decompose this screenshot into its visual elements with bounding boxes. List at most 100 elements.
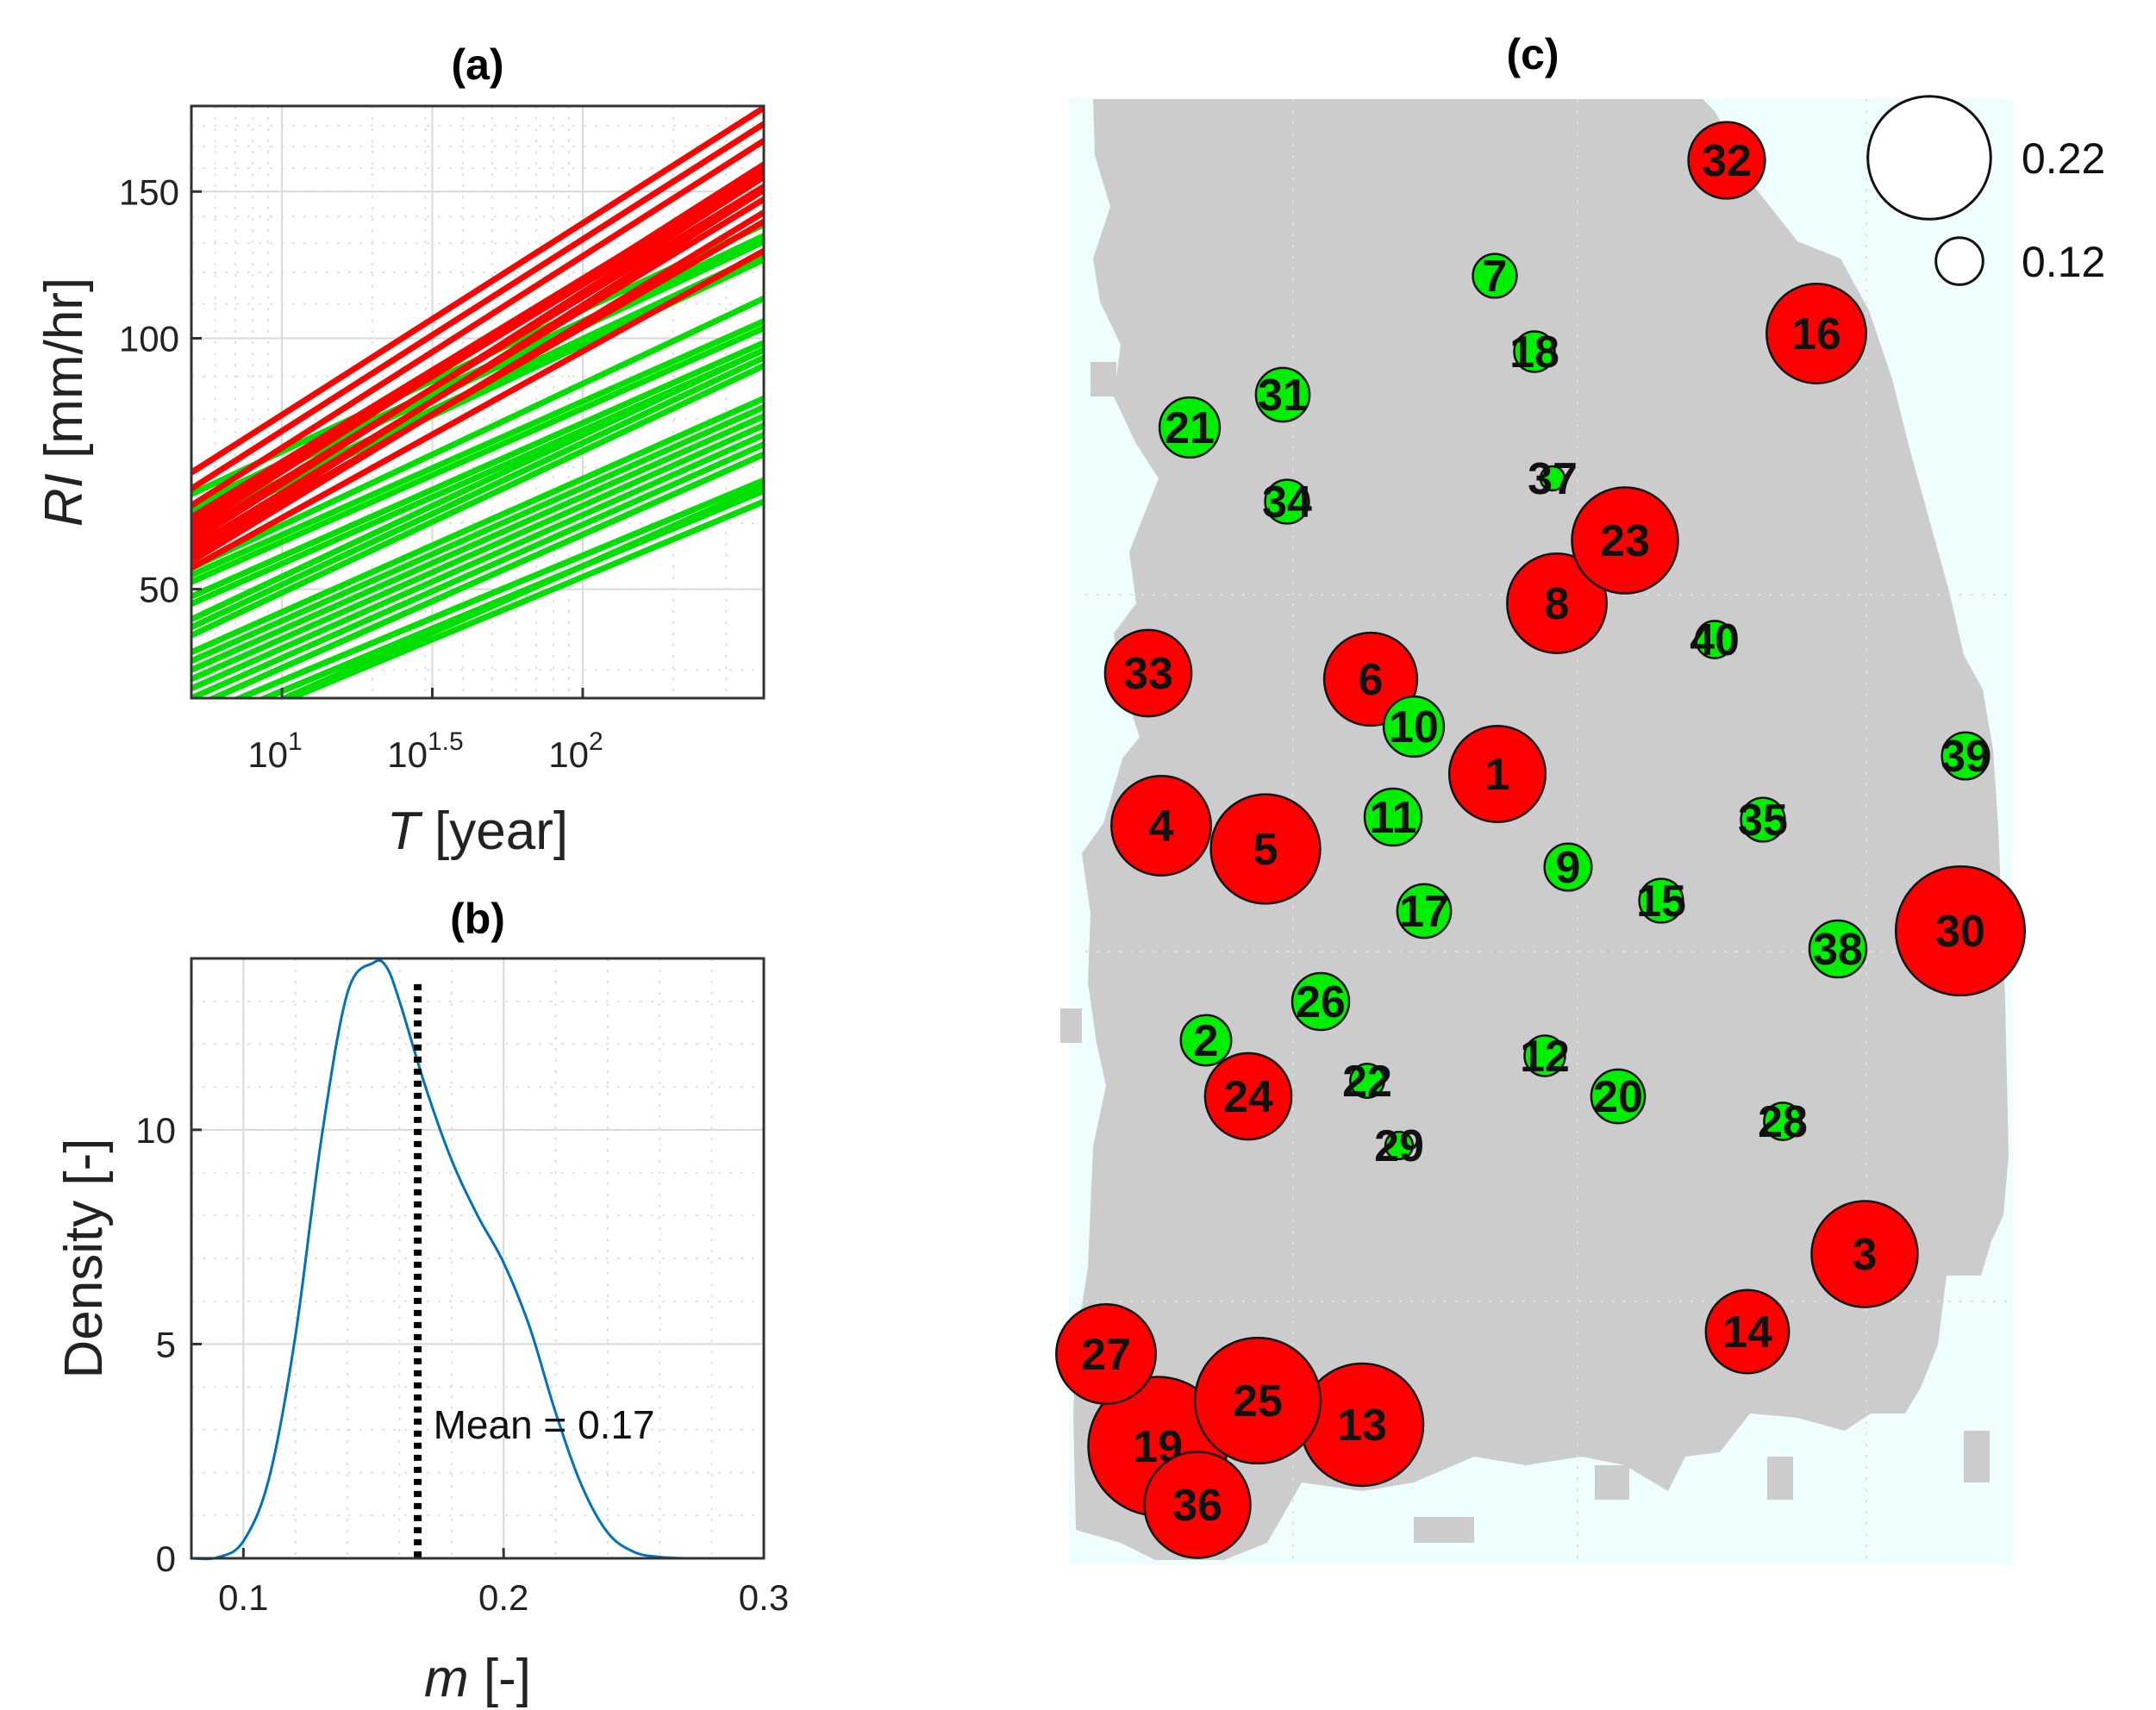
station-circle bbox=[1539, 465, 1566, 492]
station-circle bbox=[1763, 1102, 1803, 1141]
station-label: 15 bbox=[1636, 877, 1686, 927]
station-marker: 38 bbox=[1808, 919, 1868, 979]
station-marker: 26 bbox=[1290, 971, 1351, 1032]
station-circle bbox=[1695, 620, 1734, 659]
station-circle bbox=[1322, 631, 1419, 727]
y-tick-label: 100 bbox=[119, 319, 179, 359]
station-marker: 22 bbox=[1342, 1057, 1392, 1107]
panel-b-density-curve bbox=[191, 958, 686, 1561]
series-line bbox=[191, 340, 764, 600]
station-marker: 39 bbox=[1940, 731, 1990, 782]
x-tick-label: 102 bbox=[548, 727, 603, 775]
station-marker: 13 bbox=[1299, 1362, 1425, 1488]
station-marker: 32 bbox=[1687, 121, 1766, 200]
station-circle bbox=[1110, 775, 1212, 877]
series-line bbox=[191, 403, 764, 665]
y-tick-label: 50 bbox=[139, 570, 179, 610]
island bbox=[1595, 1465, 1629, 1500]
station-marker: 7 bbox=[1472, 252, 1518, 302]
station-label: 21 bbox=[1165, 403, 1215, 453]
station-label: 9 bbox=[1556, 843, 1581, 893]
x-tick-label: 101 bbox=[247, 727, 302, 775]
panel-b-mean-label: Mean = 0.17 bbox=[434, 1402, 655, 1447]
station-label: 3 bbox=[1853, 1230, 1878, 1280]
station-label: 24 bbox=[1223, 1072, 1273, 1122]
station-label: 20 bbox=[1593, 1072, 1643, 1122]
panel-a-x-axis-label: T [year] bbox=[387, 802, 568, 861]
series-line bbox=[191, 325, 764, 585]
series-line bbox=[191, 395, 764, 656]
panel-a-title: (a) bbox=[451, 41, 503, 89]
station-circle bbox=[1506, 552, 1608, 654]
x-tick-label: 101.5 bbox=[387, 727, 463, 775]
station-label: 26 bbox=[1296, 977, 1346, 1027]
station-marker: 15 bbox=[1636, 877, 1686, 927]
station-label: 2 bbox=[1194, 1016, 1219, 1066]
station-label: 16 bbox=[1791, 309, 1841, 359]
station-label: 11 bbox=[1370, 793, 1417, 843]
station-label: 31 bbox=[1258, 371, 1308, 421]
panel-b-xlabel-unit: [-] bbox=[469, 1649, 531, 1708]
station-circle bbox=[1143, 1451, 1252, 1559]
station-circle bbox=[1523, 1034, 1566, 1077]
station-circle bbox=[1543, 842, 1593, 892]
x-tick-label: 0.2 bbox=[478, 1577, 528, 1618]
series-line bbox=[191, 362, 764, 639]
series-line bbox=[283, 498, 764, 698]
station-label: 27 bbox=[1081, 1330, 1131, 1380]
island bbox=[1414, 1517, 1474, 1543]
station-label: 10 bbox=[1389, 702, 1439, 752]
island bbox=[1172, 526, 1207, 547]
x-tick-label: 0.3 bbox=[739, 1577, 789, 1618]
panel-a-series-lines bbox=[191, 106, 764, 698]
station-circle bbox=[1765, 283, 1867, 384]
island bbox=[1090, 362, 1116, 396]
station-label: 37 bbox=[1528, 454, 1578, 504]
series-line bbox=[191, 413, 764, 673]
panel-b-grid bbox=[191, 958, 765, 1559]
panel-b-density-plot: (b) Mean = 0.17 0 5 10 0.1 0.2 0.3 m [-] Dens… bbox=[54, 895, 789, 1708]
series-line bbox=[191, 346, 764, 623]
legend-label: 0.12 bbox=[2022, 238, 2105, 286]
series-line bbox=[191, 421, 764, 683]
island bbox=[1190, 483, 1215, 500]
series-line bbox=[191, 173, 764, 546]
station-marker: 33 bbox=[1103, 628, 1193, 718]
x-tick-label: 0.1 bbox=[218, 1577, 268, 1618]
island bbox=[1964, 1431, 1990, 1482]
station-marker: 10 bbox=[1382, 695, 1446, 758]
station-marker: 28 bbox=[1758, 1097, 1808, 1147]
station-marker: 9 bbox=[1543, 842, 1593, 893]
station-marker: 36 bbox=[1143, 1451, 1252, 1559]
station-circle bbox=[1179, 1014, 1233, 1067]
series-line bbox=[191, 354, 764, 631]
station-label: 1 bbox=[1485, 750, 1510, 800]
station-marker: 25 bbox=[1193, 1336, 1322, 1465]
legend-circle bbox=[1866, 95, 1992, 221]
station-circle bbox=[1158, 396, 1222, 459]
station-circle bbox=[1055, 1303, 1157, 1405]
series-line bbox=[191, 247, 764, 571]
panel-b-title: (b) bbox=[450, 895, 505, 943]
series-line bbox=[191, 441, 764, 698]
island bbox=[1060, 1008, 1082, 1043]
station-circle bbox=[1808, 919, 1868, 979]
station-label: 32 bbox=[1702, 136, 1752, 186]
station-circle bbox=[1590, 1068, 1647, 1125]
station-circle bbox=[1638, 877, 1684, 924]
y-tick-label: 10 bbox=[135, 1110, 176, 1151]
station-label: 12 bbox=[1520, 1032, 1570, 1082]
station-marker: 27 bbox=[1055, 1303, 1157, 1405]
station-label: 23 bbox=[1600, 516, 1650, 566]
station-marker: 11 bbox=[1363, 787, 1423, 847]
station-marker: 37 bbox=[1528, 454, 1578, 504]
station-marker: 35 bbox=[1738, 796, 1788, 846]
station-circle bbox=[1396, 883, 1453, 939]
panel-b-y-axis-label: Density [-] bbox=[54, 1138, 114, 1378]
station-label: 18 bbox=[1509, 328, 1559, 378]
station-marker: 30 bbox=[1894, 864, 2027, 997]
station-label: 22 bbox=[1342, 1057, 1392, 1107]
station-marker: 24 bbox=[1203, 1052, 1293, 1141]
station-marker: 21 bbox=[1158, 396, 1222, 459]
